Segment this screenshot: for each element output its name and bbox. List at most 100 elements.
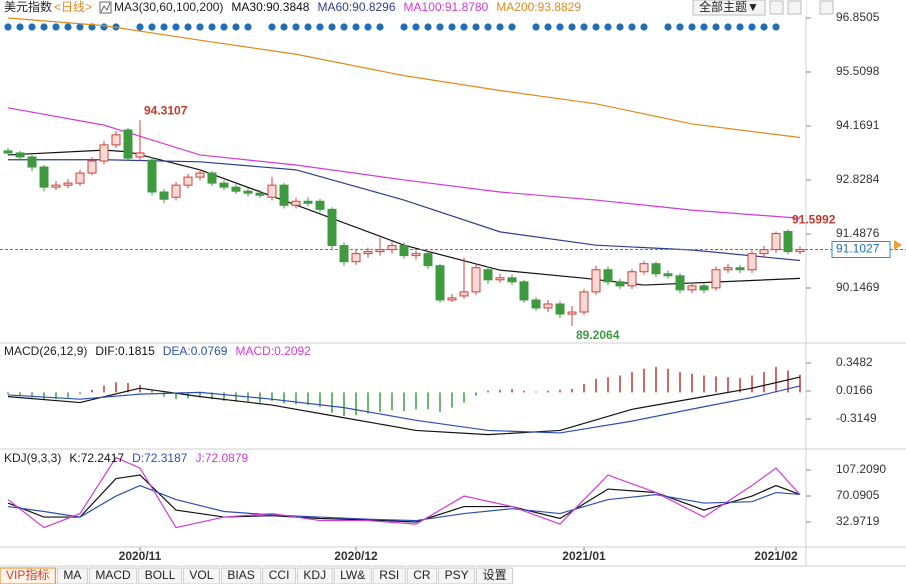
candle-body [459, 291, 469, 297]
header-bar [0, 0, 806, 16]
tab[interactable] [296, 567, 333, 584]
event-dot [52, 23, 60, 31]
tab-label[interactable]: VOL [189, 568, 213, 582]
event-dot [748, 23, 756, 31]
event-dot [220, 23, 228, 31]
line-series [7, 149, 801, 286]
x-tick-label: 2021/01 [562, 549, 606, 563]
toggle-icon[interactable] [99, 1, 112, 14]
candle-body [303, 200, 313, 204]
candle-body [279, 184, 289, 206]
legend-label: MACD(26,12,9) [4, 344, 87, 358]
event-dot [4, 23, 12, 31]
event-dot [724, 23, 732, 31]
candle-body [651, 263, 661, 275]
y-tick-label: 94.1691 [836, 118, 880, 132]
tab-label[interactable]: 设置 [483, 568, 507, 582]
event-dot [688, 23, 696, 31]
candle-body [747, 253, 757, 271]
candle-body [411, 253, 421, 257]
candle-body [435, 265, 445, 301]
tab[interactable] [333, 567, 372, 584]
tool-button[interactable] [769, 0, 784, 15]
event-dot [496, 23, 504, 31]
tab[interactable] [138, 567, 182, 584]
candle-body [675, 275, 685, 291]
event-dot [352, 23, 360, 31]
event-dot [376, 23, 384, 31]
event-dot [676, 23, 684, 31]
period[interactable]: <日线> [54, 0, 92, 14]
candle-body [519, 281, 529, 301]
tool-button[interactable] [819, 0, 834, 15]
tab[interactable] [372, 567, 406, 584]
candle-body [483, 269, 493, 281]
line-series [7, 484, 801, 522]
event-dot [400, 23, 408, 31]
candle-body [87, 160, 97, 174]
candle-body [51, 184, 61, 188]
tab[interactable] [182, 567, 220, 584]
event-dot [700, 23, 708, 31]
event-dot [244, 23, 252, 31]
last-price-label: 91.1027 [836, 242, 880, 256]
tab-label[interactable]: BIAS [227, 568, 254, 582]
tab-label[interactable]: BOLL [145, 568, 176, 582]
candle-body [39, 166, 49, 188]
tab-label[interactable]: MA [63, 568, 81, 582]
line-series [7, 107, 801, 219]
extreme-label: 91.5992 [792, 213, 836, 227]
tool-button[interactable] [787, 0, 802, 15]
tab[interactable] [476, 567, 514, 584]
tab-label[interactable]: RSI [379, 568, 399, 582]
event-dot [460, 23, 468, 31]
legend-label: KDJ(9,3,3) [4, 451, 61, 465]
tab-label[interactable]: CCI [269, 568, 290, 582]
indicator: MA3(30,60,100,200) [114, 0, 223, 14]
event-dot [424, 23, 432, 31]
tab[interactable] [0, 567, 56, 584]
event-dot [436, 23, 444, 31]
event-dot [304, 23, 312, 31]
event-dot [664, 23, 672, 31]
theme-button-label[interactable]: 全部主题▼ [699, 0, 759, 14]
event-dot [532, 23, 540, 31]
theme-button[interactable] [692, 0, 766, 16]
event-dot [772, 23, 780, 31]
tab[interactable] [88, 567, 138, 584]
line-series [7, 456, 801, 529]
candle-body [135, 152, 145, 158]
tab[interactable] [262, 567, 296, 584]
tab-label[interactable]: PSY [445, 568, 469, 582]
tab[interactable] [220, 567, 262, 584]
event-dot [556, 23, 564, 31]
legend-label: DEA:0.0769 [163, 344, 228, 358]
tab-label[interactable]: CR [413, 568, 431, 582]
tab-label[interactable]: LW& [340, 568, 365, 582]
legend-label: DIF:0.1815 [95, 344, 155, 358]
candle-body [555, 303, 565, 315]
y-tick-label: 0.3482 [836, 355, 873, 369]
event-dot [544, 23, 552, 31]
tab-label[interactable]: VIP指标 [6, 567, 49, 582]
candle-body [159, 191, 169, 200]
event-dot [472, 23, 480, 31]
event-dot [136, 23, 144, 31]
event-dot [328, 23, 336, 31]
event-dot [160, 23, 168, 31]
legend-label: MA60:90.8296 [317, 0, 395, 14]
last-price-box [831, 240, 891, 258]
candle-body [627, 271, 637, 287]
candle-body [327, 208, 337, 247]
extreme-label: 89.2064 [576, 328, 620, 342]
tab-label[interactable]: MACD [95, 568, 131, 582]
legend-label: MA200:93.8829 [496, 0, 581, 14]
candle-body [255, 192, 265, 196]
tab-label[interactable]: KDJ [303, 568, 326, 582]
tab[interactable] [438, 567, 476, 584]
tab[interactable] [406, 567, 438, 584]
candle-body [171, 184, 181, 198]
tab[interactable] [56, 567, 88, 584]
event-dot [268, 23, 276, 31]
